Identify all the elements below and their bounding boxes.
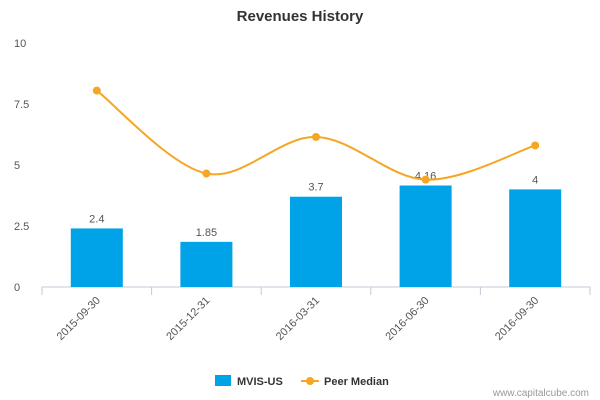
legend-label-line: Peer Median — [324, 376, 389, 388]
bar-data-label: 2.4 — [89, 213, 104, 225]
x-tick-label: 2016-09-30 — [493, 295, 541, 343]
x-tick-label: 2016-03-31 — [274, 295, 322, 343]
legend: MVIS-US Peer Median — [215, 375, 389, 388]
watermark: www.capitalcube.com — [492, 388, 589, 399]
peer-median-point — [92, 86, 101, 95]
bar — [509, 189, 562, 287]
legend-label-bar: MVIS-US — [237, 376, 283, 388]
x-tick-label: 2015-12-31 — [164, 295, 212, 343]
bar-data-label: 1.85 — [196, 227, 217, 239]
bar — [290, 196, 342, 287]
bar-data-label: 3.7 — [308, 182, 323, 194]
peer-median-point — [421, 175, 430, 184]
peer-median-point — [202, 169, 211, 178]
bar — [399, 185, 452, 287]
y-axis: 0 2.5 5 7.5 10 — [14, 38, 29, 294]
y-tick-label: 5 — [14, 160, 20, 172]
bar-series — [70, 185, 562, 287]
y-tick-label: 7.5 — [14, 99, 29, 111]
x-tick-label: 2015-09-30 — [55, 295, 103, 343]
y-tick-label: 0 — [14, 282, 20, 294]
y-tick-label: 10 — [14, 38, 26, 50]
chart-title: Revenues History — [237, 8, 364, 25]
peer-median-point — [312, 132, 320, 141]
legend-swatch-marker — [306, 377, 314, 385]
bar-data-label: 4 — [532, 174, 538, 186]
bar — [180, 241, 233, 287]
y-tick-label: 2.5 — [14, 221, 29, 233]
peer-median-point — [531, 141, 540, 150]
line-series — [92, 86, 540, 184]
legend-swatch-bar — [215, 375, 231, 386]
x-tick-label: 2016-06-30 — [383, 295, 431, 343]
x-axis: 2015-09-30 2015-12-31 2016-03-31 2016-06-30… — [41, 286, 591, 343]
bar — [70, 228, 123, 287]
